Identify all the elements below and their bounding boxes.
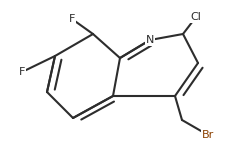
Text: F: F — [19, 67, 25, 77]
Text: F: F — [69, 14, 75, 24]
Text: Cl: Cl — [190, 12, 201, 22]
Text: Br: Br — [202, 130, 214, 140]
Text: N: N — [146, 35, 154, 45]
